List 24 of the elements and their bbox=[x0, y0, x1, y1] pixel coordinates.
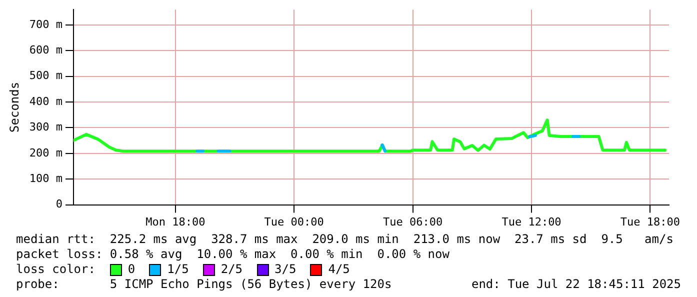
text: packet loss: 0.58 % avg 10.00 % max 0.00 % min 0.00 % now bbox=[15, 247, 450, 262]
text: probe: 5 ICMP Echo Pings (56 Bytes) every 120s bbox=[16, 277, 392, 292]
text: end: Tue Jul 22 18:45:11 2025 bbox=[471, 277, 681, 292]
y-axis-title: Seconds bbox=[7, 82, 22, 132]
x-tick-label: Tue 18:00 bbox=[620, 215, 680, 228]
y-tick-label: 500 m bbox=[29, 69, 63, 82]
x-tick-label: Tue 06:00 bbox=[382, 215, 443, 228]
y-tick-label: 700 m bbox=[29, 18, 63, 31]
y-tick-label: 100 m bbox=[29, 172, 63, 185]
x-tick-label: Tue 00:00 bbox=[264, 215, 324, 228]
y-tick-label: 200 m bbox=[29, 146, 63, 160]
legend-label: 4/5 bbox=[328, 262, 350, 277]
y-tick-label: 400 m bbox=[29, 94, 63, 108]
legend-label: 2/5 bbox=[220, 262, 243, 277]
legend-label: 3/5 bbox=[274, 262, 296, 277]
legend-title: loss color: bbox=[16, 262, 96, 277]
text: median rtt: 225.2 ms avg 328.7 ms max 209.0 ms min 213.0 ms now 23.7 ms sd 9.5 am/s bbox=[15, 232, 674, 247]
legend-label: 1/5 bbox=[167, 262, 189, 277]
y-tick-label: 600 m bbox=[29, 44, 63, 57]
x-tick-label: Tue 12:00 bbox=[502, 215, 562, 228]
x-tick-label: Mon 18:00 bbox=[146, 215, 206, 228]
legend-label: 0 bbox=[128, 262, 136, 277]
y-tick-label: 0 bbox=[56, 198, 63, 211]
y-tick-label: 300 m bbox=[29, 120, 63, 134]
